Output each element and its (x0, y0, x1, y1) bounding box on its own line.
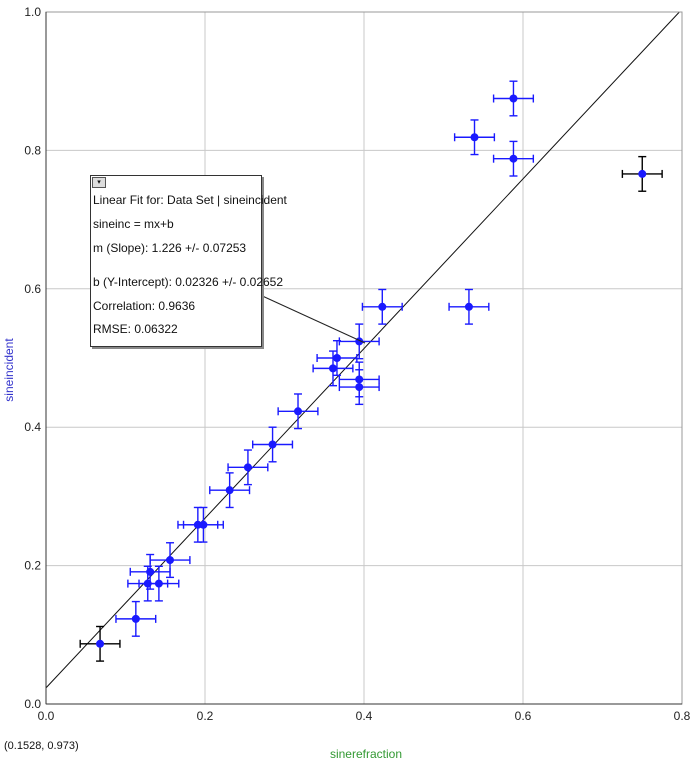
data-point-group (448, 288, 490, 325)
fit-line (45, 11, 680, 689)
data-point (378, 302, 387, 311)
data-point-group (492, 140, 535, 177)
data-point-group (251, 426, 294, 463)
fit-correlation: Correlation: 0.9636 (93, 299, 196, 313)
y-tick-label: 0.6 (24, 282, 41, 296)
data-point-group (182, 506, 224, 543)
x-tick-label: 0.0 (38, 709, 55, 723)
tick-labels: 0.0 0.2 0.4 0.6 0.8 0.0 0.2 0.4 0.6 0.8 1.0 (24, 5, 690, 723)
data-point-group (277, 393, 319, 430)
data-point-group (338, 369, 380, 406)
x-axis-label: sinerefraction (330, 747, 402, 761)
y-tick-label: 1.0 (24, 5, 41, 19)
fit-slope: m (Slope): 1.226 +/- 0.07253 (93, 241, 247, 255)
data-point (225, 486, 234, 495)
data-point (243, 463, 252, 472)
data-point (470, 133, 479, 142)
x-tick-label: 0.6 (515, 709, 532, 723)
data-point (131, 614, 140, 623)
data-point-group (149, 542, 191, 579)
data-point-group (138, 565, 180, 602)
axes (45, 11, 683, 705)
data-point (199, 520, 208, 529)
fit-equation: sineinc = mx+b (93, 217, 174, 231)
fit-box-menu-icon[interactable]: ▾ (92, 177, 106, 188)
data-point (96, 639, 105, 648)
data-point-group (338, 323, 380, 360)
data-point (638, 169, 647, 178)
x-tick-label: 0.4 (356, 709, 373, 723)
fit-line-group (45, 11, 680, 689)
y-axis-label: sineincident (2, 338, 16, 402)
data-point (154, 579, 163, 588)
coordinate-readout: (0.1528, 0.973) (4, 740, 79, 752)
data-point (328, 364, 337, 373)
x-tick-label: 0.2 (197, 709, 214, 723)
data-point-group (621, 155, 663, 192)
fit-callout-leader (257, 293, 366, 344)
data-point-group (209, 472, 251, 509)
fit-title: Linear Fit for: Data Set | sineincident (93, 193, 287, 207)
data-point (268, 440, 277, 449)
grid (46, 11, 683, 704)
data-point-group (79, 625, 121, 662)
data-point (509, 94, 518, 103)
data-point-group (316, 340, 358, 376)
data-point-group (453, 119, 496, 156)
y-tick-label: 0.4 (24, 420, 41, 434)
y-tick-label: 0.2 (24, 559, 41, 573)
linear-fit-annotation[interactable]: ▾ Linear Fit for: Data Set | sineinciden… (90, 175, 287, 347)
data-point-group (492, 80, 535, 117)
data-point (355, 383, 364, 392)
y-tick-label: 0.0 (24, 697, 41, 711)
data-point-group (361, 288, 403, 325)
data-point (294, 407, 303, 416)
data-point-group (312, 350, 354, 387)
data-point (146, 567, 155, 576)
x-tick-label: 0.8 (674, 709, 690, 723)
data-point (166, 556, 175, 565)
data-point-group (227, 449, 269, 486)
data-point (509, 154, 518, 163)
data-points (79, 80, 663, 662)
y-tick-label: 0.8 (24, 143, 41, 157)
data-point (332, 354, 341, 362)
fit-intercept: b (Y-Intercept): 0.02326 +/- 0.02652 (93, 275, 284, 289)
fit-rmse: RMSE: 0.06322 (93, 322, 178, 336)
data-point (464, 302, 473, 311)
data-point-group (115, 600, 157, 637)
